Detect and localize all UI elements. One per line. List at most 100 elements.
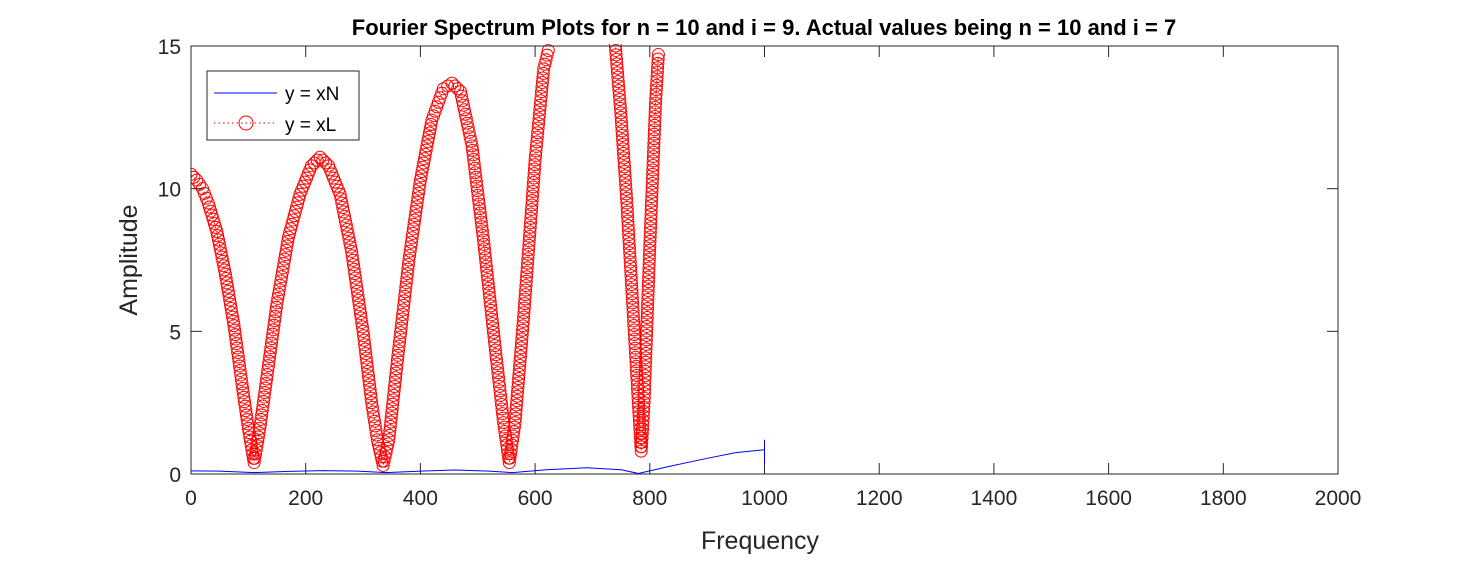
series-xl-marker	[384, 415, 398, 429]
series-xl-marker	[642, 270, 656, 284]
series-xl-marker	[536, 71, 550, 85]
series-xl-marker	[464, 134, 478, 148]
series-xl-marker	[479, 259, 493, 273]
series-xl-marker	[525, 189, 539, 203]
series-xl-marker	[504, 442, 518, 456]
series-xl-marker	[645, 194, 659, 208]
series-xl-marker	[403, 244, 417, 258]
series-xl-marker	[639, 355, 653, 369]
series-xl-marker	[256, 399, 270, 413]
y-tick-label: 0	[169, 464, 181, 487]
series-xl-marker	[621, 223, 635, 237]
series-xl-marker	[392, 344, 406, 358]
series-xl-marker	[512, 367, 526, 381]
legend[interactable]: y = xN y = xL	[206, 70, 360, 141]
series-xl-marker	[527, 167, 541, 181]
series-xl-marker	[642, 257, 656, 271]
series-xl-marker	[639, 333, 653, 347]
series-xl-marker	[279, 243, 293, 257]
series-xl-marker	[474, 215, 488, 229]
series-xl-marker	[638, 369, 652, 383]
series-group	[191, 44, 765, 474]
series-xl-marker	[525, 198, 539, 212]
series-xl-marker	[214, 246, 228, 260]
series-xl-marker	[641, 284, 655, 298]
series-xn-line	[191, 439, 765, 474]
series-xl-marker	[476, 233, 490, 247]
series-xl-marker	[648, 114, 662, 128]
series-xl-marker	[505, 433, 519, 447]
series-xl-marker	[399, 280, 413, 294]
series-xl-marker	[520, 265, 534, 279]
series-xl-marker	[624, 264, 638, 278]
series-xl-marker	[278, 248, 292, 262]
series-xl-marker	[373, 446, 387, 460]
series-xl-marker	[262, 354, 276, 368]
series-xl-marker	[623, 246, 637, 260]
series-xl-marker	[422, 126, 436, 140]
y-tick-label: 10	[158, 179, 181, 202]
series-xl-marker	[363, 378, 377, 392]
series-xl-marker	[280, 239, 294, 253]
series-xl-marker	[220, 276, 234, 290]
series-xl-marker	[637, 400, 651, 414]
series-xl-marker	[338, 209, 352, 223]
series-xl-marker	[641, 297, 655, 311]
series-xl-marker	[230, 341, 244, 355]
series-xl-marker	[645, 172, 659, 186]
series-xl-marker	[348, 271, 362, 285]
series-xl-marker	[647, 132, 661, 146]
series-xl-marker	[483, 290, 497, 304]
series-xl-marker	[234, 372, 248, 386]
series-xl-marker	[495, 402, 509, 416]
series-xl-marker	[218, 263, 232, 277]
series-xl-marker	[497, 416, 511, 430]
x-tick-label: 1600	[1085, 487, 1132, 510]
series-xl-marker	[225, 306, 239, 320]
series-xl-marker	[217, 259, 231, 273]
series-xl-marker	[511, 380, 525, 394]
series-xl-marker	[619, 187, 633, 201]
series-xl-marker	[498, 429, 512, 443]
series-xl-marker	[268, 314, 282, 328]
series-xl-marker	[523, 220, 537, 234]
series-xl-marker	[264, 341, 278, 355]
series-xl-marker	[266, 323, 280, 337]
series-xl-marker	[264, 336, 278, 350]
axes-layer: 0 200 400 600 800 1000 1200 1400 1600 1800 2000 0 5 1…	[158, 36, 1362, 510]
series-xl-marker	[346, 258, 360, 272]
series-xl-marker	[617, 155, 631, 169]
series-xl-marker	[387, 384, 401, 398]
series-xl-marker	[211, 229, 225, 243]
series-xl-marker	[379, 446, 393, 460]
series-xl-marker	[473, 202, 487, 216]
series-xl-marker	[260, 368, 274, 382]
series-xl-marker	[615, 128, 629, 142]
series-xl-marker	[408, 209, 422, 223]
series-xl-marker	[535, 80, 549, 94]
series-xl-marker	[640, 324, 654, 338]
series-xl-marker	[524, 202, 538, 216]
series-xl-marker	[635, 427, 649, 441]
series-xl-marker	[609, 44, 623, 57]
series-xl-marker	[645, 181, 659, 195]
series-xl-marker	[415, 165, 429, 179]
series-xl-marker	[338, 214, 352, 228]
series-xl-marker	[250, 438, 264, 452]
series-xl-marker	[651, 52, 665, 66]
series-xl-marker	[636, 409, 650, 423]
series-xl-marker	[651, 61, 665, 75]
series-xl-marker	[385, 402, 399, 416]
series-xl-marker	[457, 103, 471, 117]
series-xl-marker	[535, 85, 549, 99]
series-xl-marker	[390, 357, 404, 371]
series-xl-marker	[393, 330, 407, 344]
series-xl-marker	[406, 226, 420, 240]
series-xl-marker	[611, 75, 625, 89]
series-xl-marker	[504, 447, 518, 461]
series-xl-marker	[470, 179, 484, 193]
series-xl-marker	[642, 261, 656, 275]
series-xl-marker	[359, 351, 373, 365]
series-xl-marker	[350, 280, 364, 294]
series-xl-marker	[632, 413, 646, 427]
